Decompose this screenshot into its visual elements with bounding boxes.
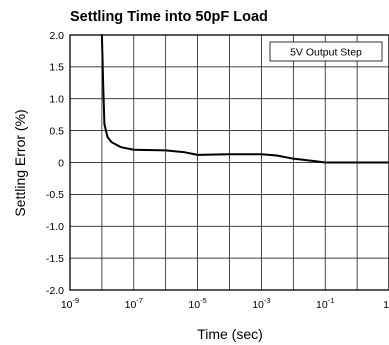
y-axis-label: Settling Error (%)	[12, 109, 28, 216]
x-tick-label: 10-3	[252, 296, 270, 311]
y-tick-label: 0	[58, 157, 64, 169]
y-tick-label: 2.0	[49, 30, 64, 42]
x-tick-label: 10-7	[125, 296, 143, 311]
annotation-label: 5V Output Step	[290, 47, 362, 59]
x-axis-label: Time (sec)	[197, 326, 263, 342]
x-tick-label: 10-9	[61, 296, 79, 311]
y-tick-label: 0.5	[49, 125, 64, 137]
y-tick-label: -2.0	[46, 285, 64, 297]
x-tick-labels: 10-9 10-7 10-5 10-3 10-1 10	[61, 296, 389, 311]
plot-frame	[69, 34, 389, 291]
x-tick-label: 10-1	[316, 296, 334, 311]
y-tick-label: -1.5	[46, 253, 64, 265]
series-line	[100, 34, 389, 164]
y-tick-label: 1.5	[49, 62, 64, 74]
y-tick-label: 1.0	[49, 94, 64, 106]
chart-title: Settling Time into 50pF Load	[70, 9, 268, 25]
annotation-box	[269, 41, 383, 62]
y-tick-label: -0.5	[46, 189, 64, 201]
annotations: 5V Output Step	[269, 41, 383, 62]
x-tick-label: 10-5	[188, 296, 206, 311]
y-tick-labels: 2.0 1.5 1.0 0.5 0 -0.5 -1.0 -1.5 -2.0	[46, 30, 64, 297]
y-tick-label: -1.0	[46, 221, 64, 233]
series-layer	[100, 34, 389, 164]
x-tick-label: 10	[383, 299, 389, 311]
